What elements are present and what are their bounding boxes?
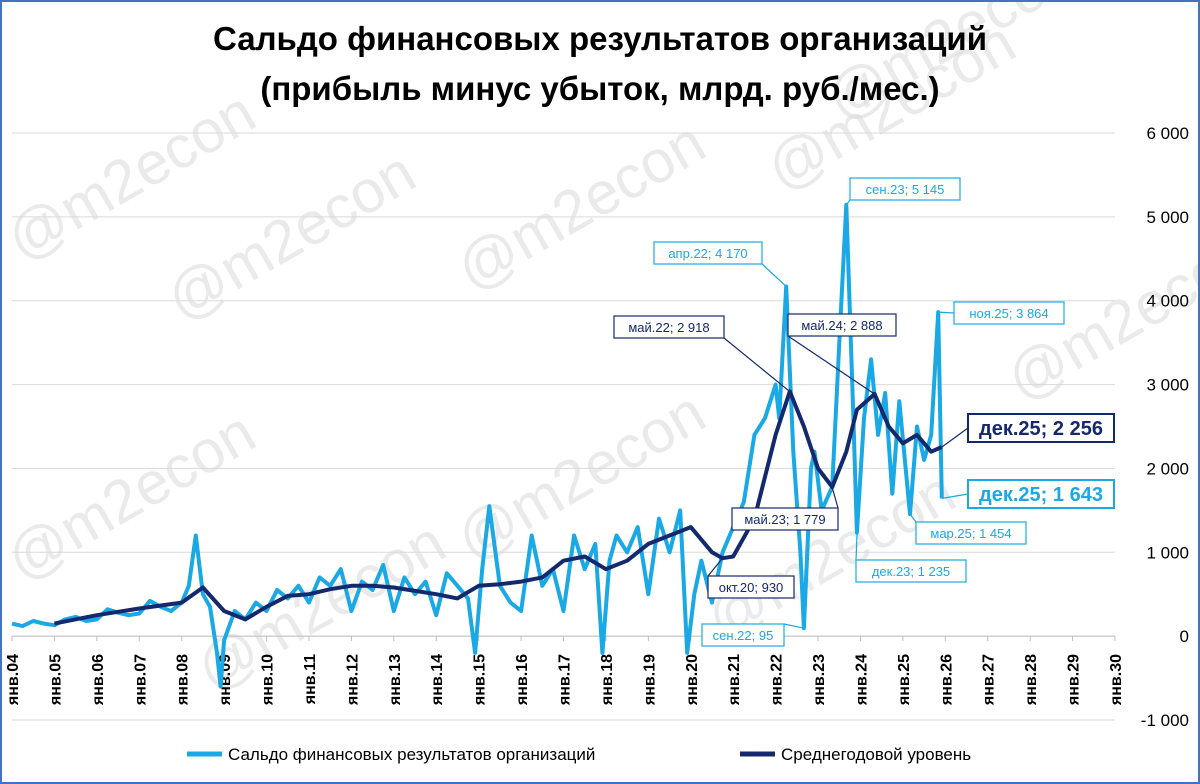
x-tick-label: янв.23	[811, 654, 828, 706]
annotation-box	[953, 301, 1065, 325]
annotation-label: май.22; 2 918	[628, 320, 709, 335]
x-tick-label: янв.22	[769, 654, 786, 706]
annotation-box	[787, 313, 897, 337]
y-tick-label: 3 000	[1146, 376, 1189, 395]
x-tick-label: янв.14	[429, 654, 446, 706]
x-tick-label: янв.12	[344, 654, 361, 706]
x-tick-label: янв.13	[387, 654, 404, 706]
x-tick-label: янв.25	[896, 654, 913, 706]
x-tick-label: янв.07	[132, 654, 149, 706]
chart-title-line1: Сальдо финансовых результатов организаци…	[213, 20, 987, 57]
x-tick-label: янв.26	[938, 654, 955, 706]
annotation-box	[855, 559, 967, 583]
annotation-label: май.23; 1 779	[744, 512, 825, 527]
series-line-average	[54, 389, 943, 626]
annotation-leader	[909, 513, 917, 523]
annotation-box	[653, 241, 763, 265]
y-tick-label: 6 000	[1146, 124, 1189, 143]
annotations: апр.22; 4 170 сен.23; 5 145 ноя.25; 3 864 м…	[613, 177, 1115, 647]
annotation-leader	[941, 427, 969, 448]
watermark-text: @m2econ	[2, 398, 266, 593]
watermark-text: @m2econ	[445, 108, 716, 303]
annotation-label: сен.22; 95	[713, 628, 774, 643]
x-tick-label: янв.21	[726, 654, 743, 706]
annotation-box	[707, 575, 795, 599]
annotation-box	[915, 521, 1027, 545]
x-tick-label: янв.19	[641, 654, 658, 706]
annotation-label: ноя.25; 3 864	[969, 306, 1048, 321]
x-tick-label: янв.28	[1023, 654, 1040, 706]
x-tick-label: янв.05	[47, 654, 64, 706]
x-tick-label: янв.15	[472, 654, 489, 706]
annotation-leader	[783, 623, 805, 629]
y-tick-label: 5 000	[1146, 208, 1189, 227]
series-layer	[11, 202, 944, 689]
x-tick-label: янв.24	[853, 654, 870, 706]
annotation-box	[967, 413, 1115, 443]
annotation-leader	[941, 493, 969, 499]
annotation-leader	[938, 311, 955, 314]
x-tick-label: янв.18	[599, 654, 616, 706]
annotation-box	[731, 507, 839, 531]
annotation-label: апр.22; 4 170	[668, 246, 747, 261]
annotation-box	[701, 623, 785, 647]
annotation-label: мар.25; 1 454	[930, 526, 1011, 541]
legend-label-average: Среднегодовой уровень	[781, 745, 971, 764]
x-tick-label: янв.27	[981, 654, 998, 706]
annotation-label: май.24; 2 888	[801, 318, 882, 333]
annotation-leader	[845, 199, 851, 206]
annotation-leader	[855, 532, 858, 561]
x-tick-label: янв.29	[1066, 654, 1083, 706]
x-tick-label: янв.04	[5, 654, 22, 706]
annotation-label: дек.23; 1 235	[872, 564, 950, 579]
annotation-label: окт.20; 930	[719, 580, 784, 595]
annotation-leader	[707, 557, 724, 577]
annotation-label: сен.23; 5 145	[866, 182, 945, 197]
legend-label-balance: Сальдо финансовых результатов организаци…	[228, 745, 595, 764]
x-tick-label: янв.16	[514, 654, 531, 706]
x-tick-label: янв.06	[90, 654, 107, 706]
annotation-leader	[831, 486, 839, 509]
annotation-box	[613, 315, 725, 339]
y-tick-label: 0	[1180, 627, 1189, 646]
annotation-leader	[787, 335, 875, 395]
x-tick-label: янв.10	[260, 654, 277, 706]
x-tick-label: янв.17	[557, 654, 574, 706]
annotation-label: дек.25; 1 643	[979, 484, 1103, 506]
annotation-box	[967, 479, 1115, 509]
annotation-box	[849, 177, 961, 201]
x-tick-label: янв.08	[175, 654, 192, 706]
y-tick-label: 1 000	[1146, 543, 1189, 562]
y-tick-label: -1 000	[1141, 711, 1189, 730]
x-axis: янв.04 янв.05 янв.06 янв.07 янв.08 янв.09 янв.…	[5, 635, 1125, 706]
y-axis: -1 000 0 1 000 2 000 3 000 4 000 5 000 6 000	[1141, 124, 1189, 730]
x-tick-label: янв.30	[1108, 654, 1125, 706]
x-tick-label: янв.20	[684, 654, 701, 706]
annotation-label: дек.25; 2 256	[979, 418, 1103, 440]
y-tick-label: 2 000	[1146, 459, 1189, 478]
chart-title-line2: (прибыль минус убыток, млрд. руб./мес.)	[260, 70, 939, 107]
legend: Сальдо финансовых результатов организаци…	[187, 745, 971, 764]
y-tick-label: 4 000	[1146, 292, 1189, 311]
annotation-leader	[761, 263, 787, 287]
x-tick-label: янв.11	[302, 654, 319, 705]
annotation-leader	[723, 337, 790, 392]
series-line-balance	[11, 202, 944, 689]
